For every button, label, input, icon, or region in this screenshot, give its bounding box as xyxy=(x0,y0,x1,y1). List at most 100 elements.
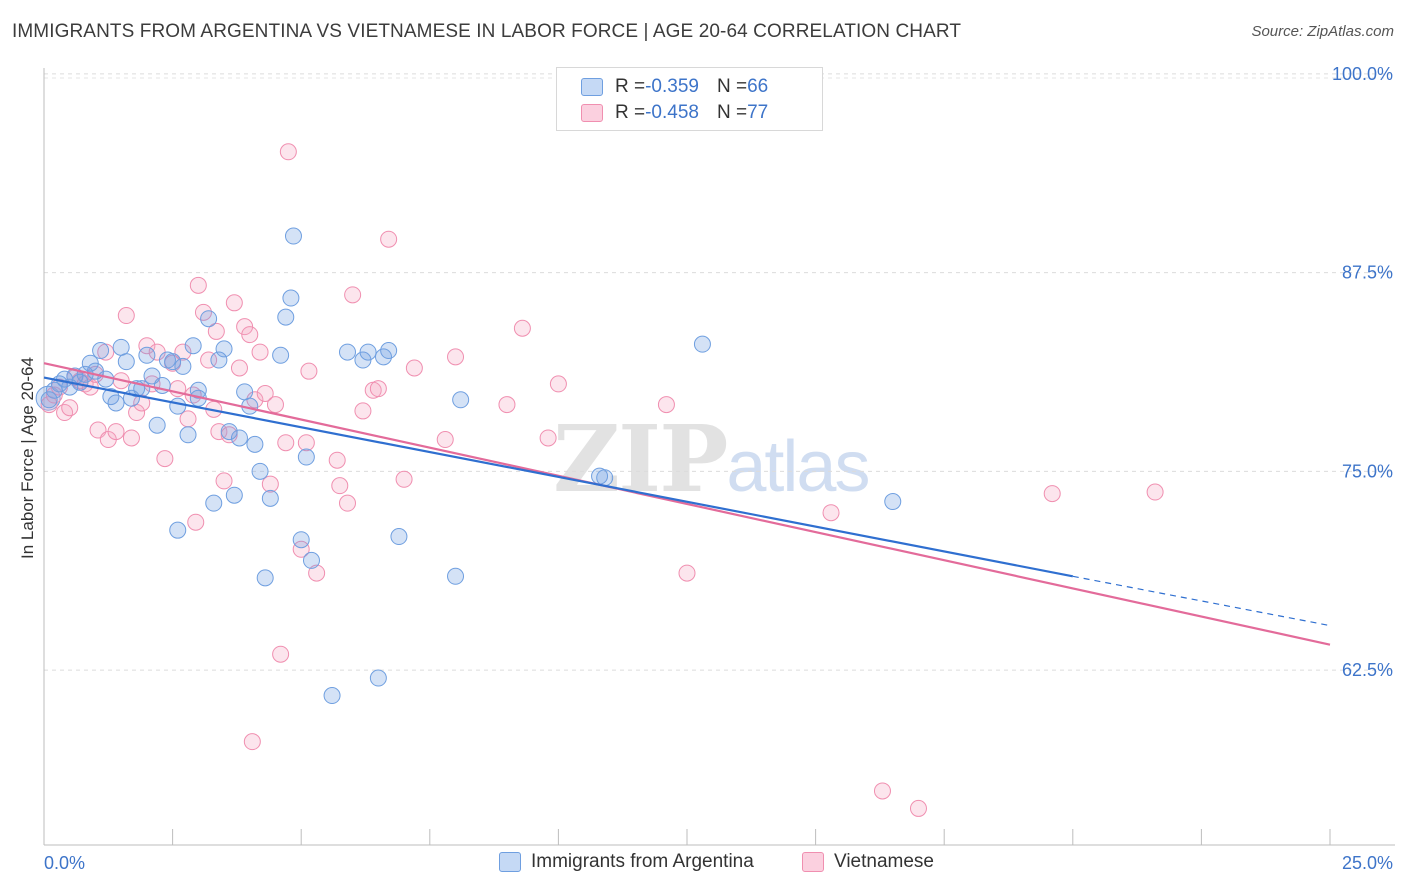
data-point-vietnamese xyxy=(279,143,297,161)
data-point-vietnamese xyxy=(344,286,362,304)
data-point-vietnamese xyxy=(272,645,290,663)
data-point-vietnamese xyxy=(225,294,243,312)
data-point-argentina xyxy=(369,669,387,687)
data-point-argentina xyxy=(297,448,315,466)
data-point-argentina xyxy=(246,435,264,453)
y-tick-label: 62.5% xyxy=(1342,660,1393,680)
trendline-argentina xyxy=(43,376,1074,578)
data-point-vietnamese xyxy=(187,513,205,531)
watermark: ZIPatlas xyxy=(553,405,870,513)
data-point-argentina xyxy=(97,370,115,388)
data-point-argentina xyxy=(390,528,408,546)
source-label: Source: ZipAtlas.com xyxy=(1251,23,1394,40)
stats-legend: R = -0.359 N = 66 R = -0.458 N = 77 xyxy=(556,67,823,131)
data-point-vietnamese xyxy=(405,359,423,377)
legend-swatch-vietnamese xyxy=(802,852,824,872)
legend-n-label: N = xyxy=(716,102,748,123)
data-point-vietnamese xyxy=(354,402,372,420)
data-point-vietnamese xyxy=(436,431,454,449)
data-point-argentina xyxy=(179,426,197,444)
data-point-vietnamese xyxy=(243,733,261,751)
data-point-vietnamese xyxy=(292,540,310,558)
data-point-argentina xyxy=(284,227,302,245)
data-point-argentina xyxy=(215,340,233,358)
data-point-vietnamese xyxy=(241,326,259,344)
data-point-vietnamese xyxy=(331,477,349,495)
y-tick-label: 100.0% xyxy=(1332,64,1393,84)
watermark-zip: ZIP xyxy=(553,405,728,513)
data-point-vietnamese xyxy=(266,396,284,414)
data-point-vietnamese xyxy=(207,322,225,340)
data-point-vietnamese xyxy=(338,494,356,512)
data-point-argentina xyxy=(338,343,356,361)
data-point-vietnamese xyxy=(308,564,326,582)
data-point-vietnamese xyxy=(873,782,891,800)
data-point-argentina xyxy=(174,357,192,375)
data-point-vietnamese xyxy=(117,307,135,325)
legend-n-label: N = xyxy=(716,76,748,97)
data-point-argentina xyxy=(380,342,398,360)
data-point-argentina xyxy=(282,289,300,307)
data-point-vietnamese xyxy=(328,451,346,469)
watermark-atlas: atlas xyxy=(726,427,870,507)
data-point-vietnamese xyxy=(549,375,567,393)
data-point-vietnamese xyxy=(156,450,174,468)
data-point-argentina xyxy=(272,346,290,364)
data-point-vietnamese xyxy=(215,472,233,490)
chart-title: IMMIGRANTS FROM ARGENTINA VS VIETNAMESE … xyxy=(12,21,962,42)
data-point-vietnamese xyxy=(498,396,516,414)
trendline-vietnamese xyxy=(43,362,1331,646)
data-point-vietnamese xyxy=(539,429,557,447)
data-point-vietnamese xyxy=(678,564,696,582)
data-point-argentina xyxy=(302,551,320,569)
series-legend: Immigrants from Argentina Vietnamese xyxy=(0,851,1406,879)
data-point-argentina xyxy=(256,569,274,587)
data-point-argentina xyxy=(200,310,218,328)
data-point-argentina xyxy=(92,342,110,360)
data-point-vietnamese xyxy=(822,504,840,522)
data-point-argentina xyxy=(148,416,166,434)
data-point-argentina xyxy=(138,346,156,364)
data-point-vietnamese xyxy=(380,230,398,248)
data-point-argentina xyxy=(112,338,130,356)
data-point-vietnamese xyxy=(107,423,125,441)
y-tick-label: 75.0% xyxy=(1342,461,1393,481)
data-point-vietnamese xyxy=(513,319,531,337)
data-point-argentina xyxy=(164,353,182,371)
data-point-vietnamese xyxy=(230,359,248,377)
data-point-vietnamese xyxy=(200,351,218,369)
legend-label-vietnamese: Vietnamese xyxy=(834,851,934,872)
data-point-argentina xyxy=(596,469,614,487)
data-point-argentina xyxy=(277,308,295,326)
data-point-vietnamese xyxy=(1043,485,1061,503)
legend-swatch-argentina xyxy=(499,852,521,872)
data-point-vietnamese xyxy=(138,337,156,355)
data-point-argentina xyxy=(189,381,207,399)
data-point-vietnamese xyxy=(261,475,279,493)
data-point-vietnamese xyxy=(657,396,675,414)
legend-swatch-argentina xyxy=(581,78,603,96)
data-point-argentina xyxy=(359,343,377,361)
legend-n-value: 66 xyxy=(747,76,769,97)
data-point-vietnamese xyxy=(300,362,318,380)
trendline-argentina-extension xyxy=(1072,575,1331,627)
data-point-argentina xyxy=(447,567,465,585)
data-point-vietnamese xyxy=(179,410,197,428)
legend-r-label: R = xyxy=(615,102,646,123)
legend-n-value: 77 xyxy=(747,102,769,123)
data-point-argentina xyxy=(323,687,341,705)
legend-item-argentina: Immigrants from Argentina xyxy=(499,851,754,873)
legend-item-vietnamese: Vietnamese xyxy=(802,851,934,873)
data-point-vietnamese xyxy=(256,384,274,402)
data-point-vietnamese xyxy=(369,380,387,398)
data-point-vietnamese xyxy=(251,343,269,361)
data-point-argentina xyxy=(292,531,310,549)
data-point-vietnamese xyxy=(61,399,79,417)
data-point-argentina xyxy=(225,486,243,504)
data-point-argentina xyxy=(40,391,58,409)
data-point-vietnamese xyxy=(56,404,74,422)
data-point-vietnamese xyxy=(189,276,207,294)
data-point-argentina xyxy=(220,423,238,441)
data-point-argentina xyxy=(107,394,125,412)
